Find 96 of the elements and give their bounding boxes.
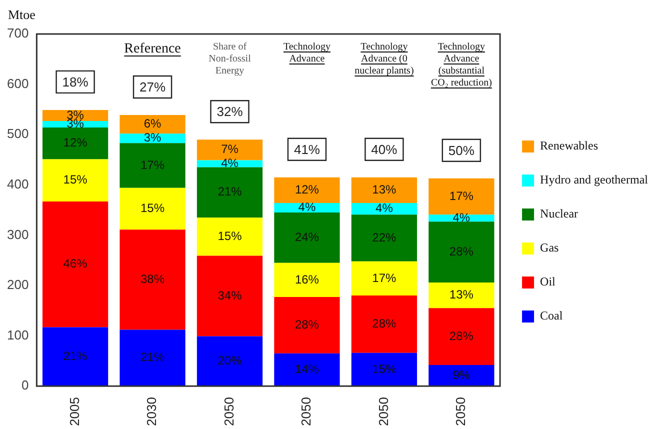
x-tick-label: 2050 xyxy=(376,397,391,426)
annotation: 18% xyxy=(62,74,89,90)
annotation: 34% xyxy=(218,288,242,302)
y-tick-label: 300 xyxy=(6,226,29,242)
legend-label: Gas xyxy=(540,240,560,255)
bar xyxy=(196,218,263,256)
annotation: 46% xyxy=(63,256,88,271)
x-tick-label: 2050 xyxy=(453,397,468,426)
annotation: 15% xyxy=(372,362,397,376)
annotation: 13% xyxy=(372,182,397,196)
annotation: 28% xyxy=(372,316,397,331)
y-tick-label: 600 xyxy=(6,76,29,91)
annotation: 3% xyxy=(144,130,162,145)
annotation: 28% xyxy=(449,244,474,258)
bar xyxy=(120,188,186,230)
bar xyxy=(120,330,186,386)
annotation: Technology Advance (substantial CO₂ reduction) xyxy=(430,42,492,89)
bar xyxy=(120,114,186,134)
annotation: 4% xyxy=(298,200,316,214)
bar xyxy=(42,201,108,328)
bar xyxy=(428,364,494,386)
annotation: 21% xyxy=(140,350,165,364)
annotation: 12% xyxy=(63,136,88,150)
y-tick-label: 100 xyxy=(6,327,29,342)
bar xyxy=(196,256,263,336)
bar xyxy=(274,353,340,386)
bar xyxy=(351,352,418,386)
annotation: 24% xyxy=(294,230,320,244)
annotation: 4% xyxy=(376,201,394,216)
bar xyxy=(196,167,263,218)
bar xyxy=(120,230,186,330)
bar xyxy=(428,282,494,308)
annotation: Technology Advance (0 nuclear plants) xyxy=(354,42,414,77)
annotation: 15% xyxy=(218,229,242,244)
annotation: 28% xyxy=(449,328,474,343)
annotation: 13% xyxy=(449,288,474,302)
annotation: 38% xyxy=(140,272,165,286)
annotation: 22% xyxy=(372,230,397,244)
annotation: 7% xyxy=(221,142,239,156)
x-tick-label: 2005 xyxy=(66,397,82,426)
legend-label: Coal xyxy=(540,308,564,323)
bar xyxy=(42,327,108,386)
x-tick-label: 2050 xyxy=(298,397,314,426)
bar xyxy=(274,297,340,354)
annotation: 41% xyxy=(294,142,320,157)
annotation: 15% xyxy=(140,201,165,216)
bar xyxy=(196,160,263,168)
y-axis-title: Mtoe xyxy=(8,6,36,22)
annotation: 20% xyxy=(218,353,242,368)
bar xyxy=(42,128,108,160)
legend-label: Hydro and geothermal xyxy=(540,172,649,187)
bar xyxy=(351,261,418,296)
bar xyxy=(428,222,494,282)
x-tick-label: 2050 xyxy=(221,397,236,426)
annotation: 28% xyxy=(294,318,320,332)
x-tick-label: 2030 xyxy=(144,397,160,426)
bar xyxy=(351,296,418,353)
annotation: 4% xyxy=(221,156,239,170)
annotation: Reference xyxy=(124,42,181,57)
legend-label: Nuclear xyxy=(540,206,578,221)
annotation: 21% xyxy=(63,348,88,363)
bar xyxy=(351,214,418,262)
annotation: 40% xyxy=(371,142,398,157)
annotation: Share of Non-fossil Energy xyxy=(208,42,252,77)
bar xyxy=(428,178,494,215)
y-tick-label: 0 xyxy=(21,378,29,393)
y-tick-label: 500 xyxy=(6,126,29,142)
annotation: 9% xyxy=(452,368,470,382)
annotation: 50% xyxy=(448,142,475,158)
bar xyxy=(351,177,418,203)
legend-label: Oil xyxy=(540,274,556,289)
annotation: 12% xyxy=(294,182,320,196)
annotation: 4% xyxy=(452,210,470,224)
y-tick-label: 400 xyxy=(6,176,29,192)
annotation: 17% xyxy=(449,188,474,203)
bar xyxy=(428,308,494,365)
bar xyxy=(274,262,340,298)
annotation: Technology Advance xyxy=(283,42,331,65)
annotation: 16% xyxy=(294,272,320,286)
annotation: 21% xyxy=(218,184,242,199)
annotation: 6% xyxy=(144,116,162,131)
annotation: 14% xyxy=(294,362,320,376)
legend-label: Renewables xyxy=(540,138,598,153)
bar xyxy=(274,177,340,203)
bar xyxy=(196,336,263,386)
annotation: 27% xyxy=(140,80,166,95)
annotation: 32% xyxy=(216,104,244,120)
y-tick-label: 200 xyxy=(6,277,29,292)
annotation: 15% xyxy=(63,172,88,187)
bar xyxy=(196,140,263,160)
annotation: 17% xyxy=(140,158,165,172)
bar xyxy=(42,159,108,202)
bar xyxy=(274,212,340,263)
bar xyxy=(120,143,186,188)
annotation: 17% xyxy=(372,270,397,285)
y-tick-label: 700 xyxy=(6,26,29,41)
